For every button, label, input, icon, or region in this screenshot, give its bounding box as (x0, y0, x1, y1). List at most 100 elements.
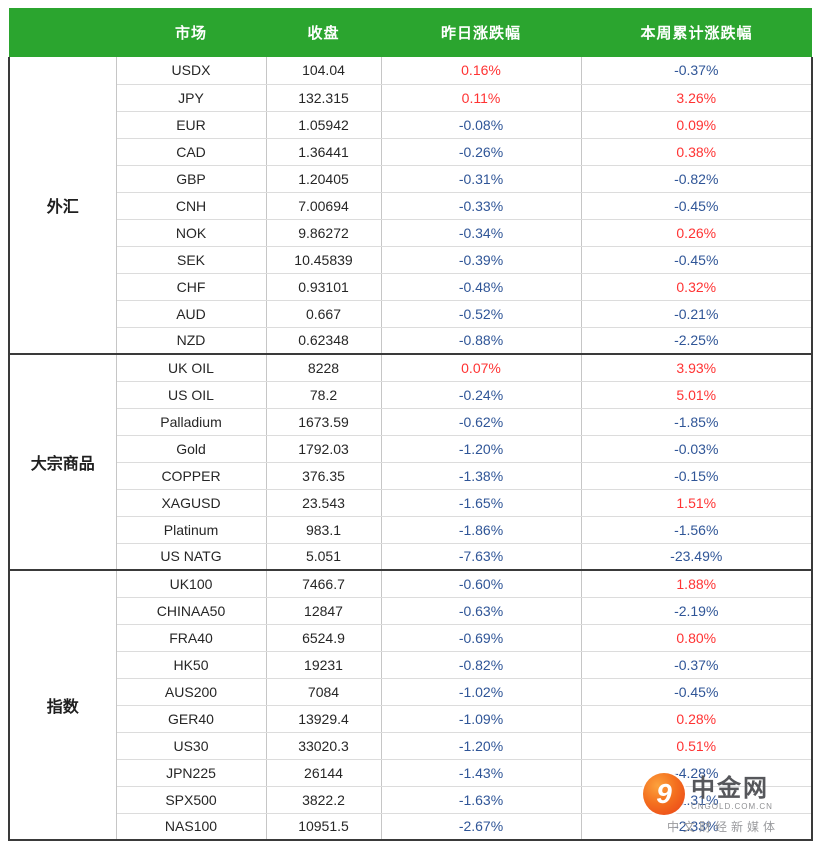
week-change-cell: -0.15% (581, 462, 813, 490)
week-change-cell: -2.25% (581, 327, 813, 355)
table-row: COPPER 376.35 -1.38% -0.15% (9, 462, 813, 490)
market-cell: XAGUSD (116, 489, 267, 517)
week-change-cell: -0.03% (581, 435, 813, 463)
close-cell: 12847 (266, 597, 382, 625)
week-change-cell: -0.45% (581, 192, 813, 220)
day-change-cell: -1.43% (381, 759, 582, 787)
market-cell: UK100 (116, 570, 267, 598)
table-row: Platinum 983.1 -1.86% -1.56% (9, 516, 813, 544)
table-row: CNH 7.00694 -0.33% -0.45% (9, 192, 813, 220)
table-row: SPX500 3822.2 -1.63% -1.31% (9, 786, 813, 814)
day-change-cell: -1.38% (381, 462, 582, 490)
table-row: XAGUSD 23.543 -1.65% 1.51% (9, 489, 813, 517)
market-table-body: 外汇 USDX 104.04 0.16% -0.37% JPY 132.315 0.11% 3.… (8, 57, 813, 841)
market-cell: AUD (116, 300, 267, 328)
table-row: FRA40 6524.9 -0.69% 0.80% (9, 624, 813, 652)
table-row: HK50 19231 -0.82% -0.37% (9, 651, 813, 679)
day-change-cell: -0.31% (381, 165, 582, 193)
header-row: 市场 收盘 昨日涨跌幅 本周累计涨跌幅 (9, 8, 812, 57)
market-cell: CNH (116, 192, 267, 220)
week-change-cell: -0.37% (581, 651, 813, 679)
market-cell: AUS200 (116, 678, 267, 706)
week-change-cell: -1.31% (581, 786, 813, 814)
close-cell: 1.20405 (266, 165, 382, 193)
table-row: SEK 10.45839 -0.39% -0.45% (9, 246, 813, 274)
table-row: NAS100 10951.5 -2.67% -2.33% (9, 813, 813, 841)
table-row: Gold 1792.03 -1.20% -0.03% (9, 435, 813, 463)
market-cell: GBP (116, 165, 267, 193)
table-row: CHINAA50 12847 -0.63% -2.19% (9, 597, 813, 625)
market-cell: CHINAA50 (116, 597, 267, 625)
day-change-cell: -0.63% (381, 597, 582, 625)
day-change-cell: -1.20% (381, 732, 582, 760)
cngold-logo-icon: 9 (643, 773, 685, 815)
table-row: 大宗商品 UK OIL 8228 0.07% 3.93% (8, 354, 813, 571)
day-change-cell: -1.09% (381, 705, 582, 733)
market-cell: Palladium (116, 408, 267, 436)
day-change-cell: -0.08% (381, 111, 582, 139)
close-cell: 33020.3 (266, 732, 382, 760)
day-change-cell: -2.67% (381, 813, 582, 841)
market-cell: GER40 (116, 705, 267, 733)
close-cell: 132.315 (266, 84, 382, 112)
week-change-cell: -0.37% (581, 57, 813, 85)
week-change-cell: 0.38% (581, 138, 813, 166)
day-change-cell: -0.34% (381, 219, 582, 247)
day-change-cell: -0.88% (381, 327, 582, 355)
day-change-cell: 0.16% (381, 57, 582, 85)
day-change-cell: -7.63% (381, 543, 582, 571)
market-cell: HK50 (116, 651, 267, 679)
table-row: US30 33020.3 -1.20% 0.51% (9, 732, 813, 760)
header-close: 收盘 (266, 8, 381, 57)
market-cell: CAD (116, 138, 267, 166)
close-cell: 23.543 (266, 489, 382, 517)
watermark-subtitle: 中文财经新媒体 (666, 820, 779, 834)
watermark-domain: CNGOLD.COM.CN (691, 802, 773, 812)
week-change-cell: -0.21% (581, 300, 813, 328)
day-change-cell: -1.86% (381, 516, 582, 544)
close-cell: 7084 (266, 678, 382, 706)
week-change-cell: 0.28% (581, 705, 813, 733)
market-cell: UK OIL (116, 354, 267, 382)
close-cell: 26144 (266, 759, 382, 787)
week-change-cell: -0.82% (581, 165, 813, 193)
header-group-col (9, 8, 116, 57)
week-change-cell: -2.19% (581, 597, 813, 625)
close-cell: 104.04 (266, 57, 382, 85)
day-change-cell: -0.24% (381, 381, 582, 409)
market-cell: NOK (116, 219, 267, 247)
close-cell: 983.1 (266, 516, 382, 544)
table-row: 外汇 USDX 104.04 0.16% -0.37% (8, 57, 813, 355)
table-header: 市场 收盘 昨日涨跌幅 本周累计涨跌幅 (9, 8, 812, 57)
table-row: GBP 1.20405 -0.31% -0.82% (9, 165, 813, 193)
market-cell: SEK (116, 246, 267, 274)
day-change-cell: -0.39% (381, 246, 582, 274)
market-cell: EUR (116, 111, 267, 139)
header-day-change: 昨日涨跌幅 (381, 8, 581, 57)
week-change-cell: 0.80% (581, 624, 813, 652)
close-cell: 8228 (266, 354, 382, 382)
week-change-cell: 5.01% (581, 381, 813, 409)
table-row: GER40 13929.4 -1.09% 0.28% (9, 705, 813, 733)
day-change-cell: 0.07% (381, 354, 582, 382)
market-cell: FRA40 (116, 624, 267, 652)
day-change-cell: -1.02% (381, 678, 582, 706)
table-row: Palladium 1673.59 -0.62% -1.85% (9, 408, 813, 436)
week-change-cell: -1.56% (581, 516, 813, 544)
week-change-cell: -4.28% (581, 759, 813, 787)
close-cell: 3822.2 (266, 786, 382, 814)
close-cell: 0.62348 (266, 327, 382, 355)
market-cell: CHF (116, 273, 267, 301)
day-change-cell: -0.48% (381, 273, 582, 301)
market-table: 市场 收盘 昨日涨跌幅 本周累计涨跌幅 外汇 USDX 104.04 0.16% -0.… (8, 8, 813, 841)
week-change-cell: 0.09% (581, 111, 813, 139)
close-cell: 1673.59 (266, 408, 382, 436)
close-cell: 19231 (266, 651, 382, 679)
week-change-cell: 3.93% (581, 354, 813, 382)
close-cell: 1.05942 (266, 111, 382, 139)
close-cell: 6524.9 (266, 624, 382, 652)
table-row: JPN225 26144 -1.43% -4.28% (9, 759, 813, 787)
market-cell: USDX (116, 57, 267, 85)
market-cell: JPN225 (116, 759, 267, 787)
table-row: US NATG 5.051 -7.63% -23.49% (9, 543, 813, 571)
